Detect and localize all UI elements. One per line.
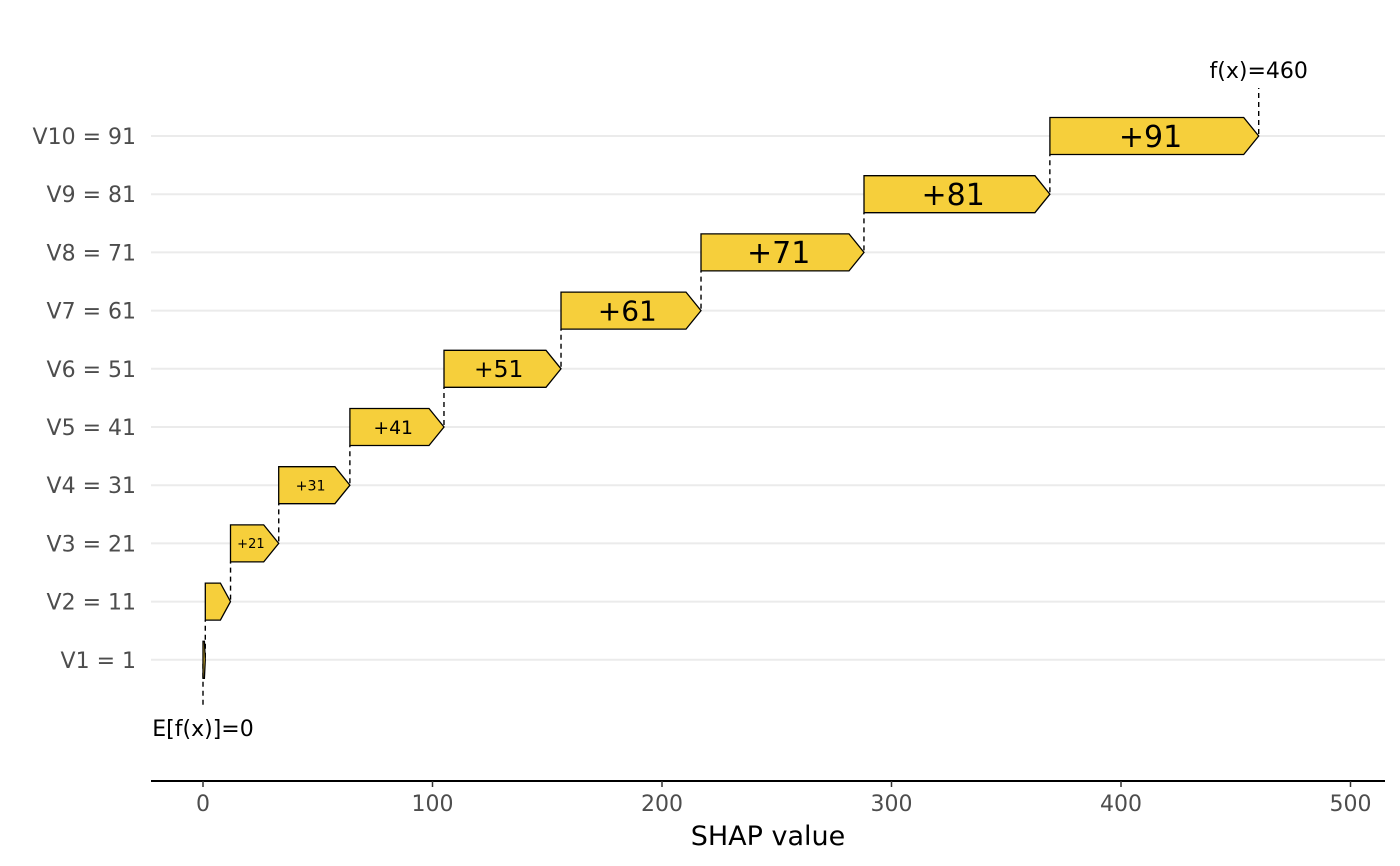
waterfall-bar <box>1049 116 1260 156</box>
connectors <box>202 88 1260 708</box>
y-tick-label: V5 = 41 <box>47 416 136 441</box>
x-tick-label: 400 <box>1100 792 1142 817</box>
waterfall-bar <box>863 175 1051 214</box>
y-tick-label: V1 = 1 <box>61 649 136 674</box>
waterfall-bar <box>204 582 232 621</box>
waterfall-bar <box>700 233 865 272</box>
y-tick-label: V6 = 51 <box>47 358 136 383</box>
y-tick-label: V9 = 81 <box>47 183 136 208</box>
bar-value-label: +81 <box>922 178 985 213</box>
baseline-annotation: E[f(x)]=0 <box>152 717 253 742</box>
y-tick-label: V10 = 91 <box>33 125 136 150</box>
final-value-annotation: f(x)=460 <box>1210 59 1308 84</box>
waterfall-bar <box>560 291 702 330</box>
bars: +21 +31 +41 +51 +61 +71 +81 +91 <box>202 116 1260 679</box>
bar-value-label: +21 <box>237 537 264 552</box>
y-tick-label: V7 = 61 <box>47 300 136 325</box>
waterfall-bar <box>278 466 351 505</box>
y-tick-label: V8 = 71 <box>47 241 136 266</box>
x-tick-label: 300 <box>871 792 913 817</box>
bar-value-label: +61 <box>598 295 657 328</box>
waterfall-bar <box>202 640 206 679</box>
x-tick-label: 0 <box>196 792 210 817</box>
y-tick-label: V4 = 31 <box>47 474 136 499</box>
bar-value-label: +51 <box>474 355 523 383</box>
x-tick-label: 100 <box>412 792 454 817</box>
waterfall-bar <box>229 524 280 563</box>
x-axis: 0 100 200 300 400 500 <box>151 780 1385 817</box>
bar-value-label: +91 <box>1119 120 1182 155</box>
bar-value-label: +31 <box>296 478 326 494</box>
y-axis-ticks: V1 = 1 V2 = 11 V3 = 21 V4 = 31 V5 = 41 V6 = 5… <box>33 125 136 674</box>
x-axis-label: SHAP value <box>691 821 846 852</box>
bar-value-label: +41 <box>373 418 413 439</box>
waterfall-bar <box>443 349 562 388</box>
waterfall-bar <box>349 407 445 447</box>
bar-value-label: +71 <box>747 236 810 271</box>
x-tick-label: 200 <box>641 792 683 817</box>
y-tick-label: V2 = 11 <box>47 591 136 616</box>
x-tick-label: 500 <box>1330 792 1372 817</box>
gridlines <box>151 135 1385 661</box>
y-tick-label: V3 = 21 <box>47 532 136 557</box>
